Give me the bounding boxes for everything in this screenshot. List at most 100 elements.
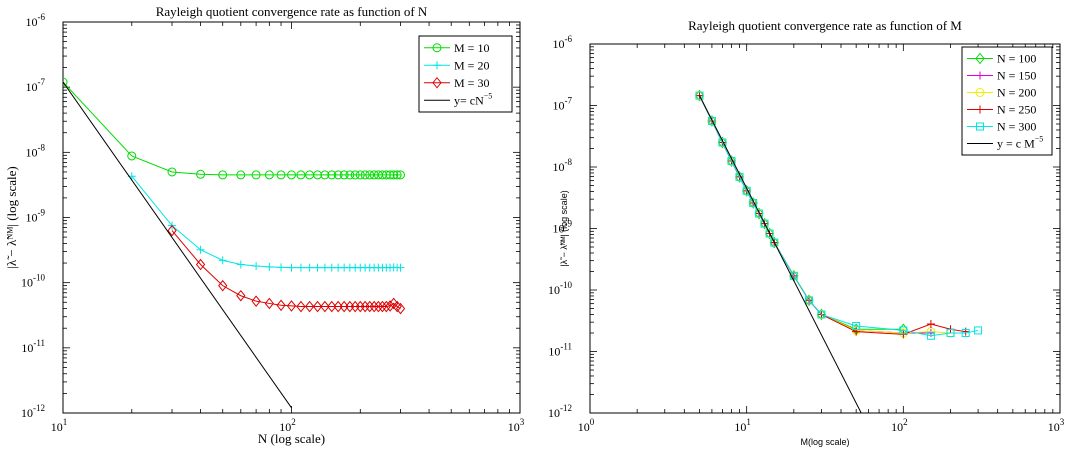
right-chart: 100 101 102 103 10-12 10-11 10-10 10-9 10-8 10-7 1… (548, 18, 1065, 447)
series-line (63, 81, 401, 176)
series-line (171, 230, 401, 310)
legend-label: M = 20 (454, 58, 489, 72)
data-point (396, 170, 406, 180)
data-point (385, 170, 395, 180)
legend-label: y = c M−5 (997, 135, 1043, 151)
data-point (395, 302, 406, 315)
data-point (694, 89, 705, 102)
data-point (976, 122, 984, 131)
data-point (305, 263, 314, 272)
data-point (852, 321, 861, 330)
y-tick-label: 10-9 (26, 208, 46, 225)
data-point (976, 105, 984, 114)
y-tick-label: 10-8 (26, 142, 46, 159)
data-point (63, 77, 68, 87)
data-point (296, 170, 306, 180)
data-point (707, 115, 717, 127)
data-point (373, 300, 384, 313)
x-axis-label: M(log scale) (800, 437, 849, 447)
y-tick-label: 10-12 (548, 403, 572, 420)
data-point (218, 170, 228, 180)
data-point (196, 169, 206, 179)
y-tick-label: 10-11 (548, 342, 572, 359)
data-point (946, 328, 955, 337)
data-point (760, 219, 769, 228)
data-point (432, 43, 442, 53)
legend-item: N = 150 (967, 69, 1036, 83)
data-point (749, 198, 758, 207)
data-point (236, 289, 246, 302)
data-point (339, 170, 349, 180)
legend-label: N = 300 (997, 120, 1036, 134)
x-tick-label: 102 (891, 417, 908, 434)
data-point (755, 209, 764, 218)
data-point (759, 217, 770, 230)
legend-item: y = c M−5 (967, 135, 1043, 151)
data-point (377, 300, 388, 313)
data-point (816, 308, 827, 321)
data-point (381, 300, 391, 313)
data-point (313, 263, 322, 272)
data-point (296, 300, 306, 313)
y-axis-label: |λ̃ − λ̃ᴺᴹ| (log scale) (4, 166, 19, 268)
data-point (717, 136, 728, 149)
data-point (360, 300, 370, 313)
y-tick-label: 10-6 (553, 34, 573, 51)
y-tick-label: 10-12 (21, 403, 45, 420)
data-point (764, 227, 775, 240)
data-point (320, 170, 330, 180)
series-1 (127, 172, 405, 272)
data-point (365, 170, 375, 180)
data-point (251, 295, 261, 307)
series-layer (63, 77, 406, 409)
chart-title: Rayleigh quotient convergence rate as fu… (688, 18, 962, 33)
legend: M = 10 M = 20 M = 30y= cN−5 (418, 35, 513, 113)
x-axis-label: N (log scale) (258, 431, 325, 446)
legend-label: y= cN−5 (454, 91, 492, 107)
data-point (974, 326, 983, 335)
data-point (389, 170, 399, 180)
data-point (296, 263, 305, 272)
x-tick-label: 101 (51, 417, 68, 434)
data-point (899, 326, 908, 335)
data-point (196, 245, 205, 254)
legend-item: M = 20 (424, 58, 489, 72)
data-point (287, 263, 296, 272)
data-point (251, 170, 261, 180)
legend-label: M = 10 (454, 41, 489, 55)
data-point (167, 224, 177, 237)
data-point (804, 294, 814, 307)
legend-label: N = 250 (997, 103, 1036, 117)
series-0 (63, 77, 406, 180)
data-point (276, 299, 286, 312)
data-point (742, 185, 752, 197)
legend-label: N = 100 (997, 52, 1036, 66)
data-point (789, 271, 798, 280)
data-point (218, 279, 228, 292)
legend-item: M = 30 (424, 76, 489, 90)
data-point (695, 91, 704, 100)
data-point (961, 328, 970, 337)
legend-item: N = 200 (967, 86, 1036, 100)
data-point (365, 300, 375, 313)
series-layer (694, 89, 983, 413)
legend-item: N = 250 (967, 103, 1036, 117)
data-point (976, 71, 984, 80)
y-tick-label: 10-11 (21, 338, 45, 355)
data-point (236, 170, 246, 180)
data-point (433, 61, 441, 70)
y-tick-label: 10-10 (21, 273, 45, 290)
data-point (975, 88, 985, 97)
data-point (726, 155, 737, 167)
data-point (396, 263, 405, 272)
data-point (385, 300, 395, 312)
legend-item: N = 100 (967, 52, 1036, 66)
data-point (236, 260, 245, 269)
x-tick-label: 102 (279, 417, 296, 434)
data-point (265, 262, 274, 271)
data-point (707, 116, 716, 125)
data-point (817, 310, 826, 319)
data-point (277, 263, 286, 272)
x-tick-label: 101 (734, 417, 751, 434)
